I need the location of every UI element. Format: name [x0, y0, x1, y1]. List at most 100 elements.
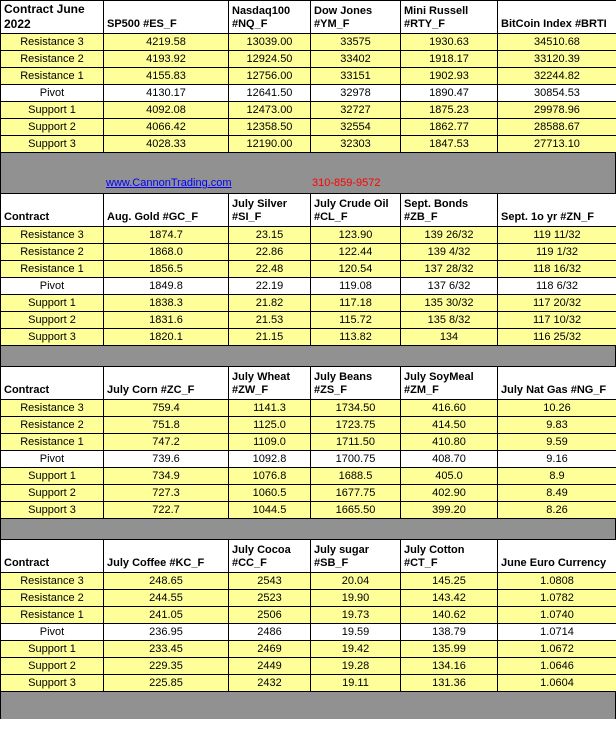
- value-cell: 1711.50: [310, 433, 401, 451]
- value-cell: 1.0782: [497, 589, 616, 607]
- contract-header: July Cotton #CT_F: [400, 539, 498, 573]
- value-cell: 1109.0: [228, 433, 311, 451]
- contract-header: July Crude Oil #CL_F: [310, 193, 401, 227]
- value-cell: 4219.58: [103, 33, 229, 51]
- header-row: Contract July Coffee #KC_F July Cocoa #CC_…: [0, 539, 616, 573]
- value-cell: 21.53: [228, 311, 311, 329]
- value-cell: 414.50: [400, 416, 498, 434]
- value-cell: 34510.68: [497, 33, 616, 51]
- phone-number: 310-859-9572: [312, 177, 381, 189]
- value-cell: 1874.7: [103, 226, 229, 244]
- value-cell: 13039.00: [228, 33, 311, 51]
- table-row: Resistance 2 244.55 2523 19.90 143.42 1.0782: [0, 589, 616, 607]
- row-label: Pivot: [0, 623, 104, 641]
- corner-label: Contract: [0, 539, 104, 573]
- value-cell: 19.42: [310, 640, 401, 658]
- contract-header: Nasdaq100 #NQ_F: [228, 0, 311, 34]
- value-cell: 1677.75: [310, 484, 401, 502]
- table-row: Support 2 727.3 1060.5 1677.75 402.90 8.49: [0, 484, 616, 502]
- table-row: Resistance 1 1856.5 22.48 120.54 137 28/32 11…: [0, 260, 616, 278]
- table-row: Pivot 236.95 2486 19.59 138.79 1.0714: [0, 623, 616, 641]
- value-cell: 12473.00: [228, 101, 311, 119]
- corner-label: Contract June 2022: [0, 0, 104, 34]
- value-cell: 1849.8: [103, 277, 229, 295]
- value-cell: 4130.17: [103, 84, 229, 102]
- table-row: Resistance 3 4219.58 13039.00 33575 1930.63 3…: [0, 33, 616, 51]
- row-label: Support 3: [0, 674, 104, 692]
- value-cell: 117.18: [310, 294, 401, 312]
- value-cell: 248.65: [103, 572, 229, 590]
- value-cell: 28588.67: [497, 118, 616, 136]
- row-label: Support 2: [0, 311, 104, 329]
- value-cell: 22.48: [228, 260, 311, 278]
- value-cell: 739.6: [103, 450, 229, 468]
- table-row: Support 3 722.7 1044.5 1665.50 399.20 8.26: [0, 501, 616, 519]
- value-cell: 1856.5: [103, 260, 229, 278]
- table-row: Pivot 1849.8 22.19 119.08 137 6/32 118 6/32: [0, 277, 616, 295]
- value-cell: 139 26/32: [400, 226, 498, 244]
- table-section-2: Contract Aug. Gold #GC_F July Silver #SI_F…: [0, 193, 616, 346]
- value-cell: 1688.5: [310, 467, 401, 485]
- contract-header: July Coffee #KC_F: [103, 539, 229, 573]
- table-row: Support 2 229.35 2449 19.28 134.16 1.0646: [0, 657, 616, 675]
- value-cell: 22.86: [228, 243, 311, 261]
- value-cell: 12924.50: [228, 50, 311, 68]
- cannon-trading-link[interactable]: www.CannonTrading.com: [106, 177, 232, 189]
- value-cell: 225.85: [103, 674, 229, 692]
- value-cell: 23.15: [228, 226, 311, 244]
- contract-header: July Nat Gas #NG_F: [497, 366, 616, 400]
- value-cell: 134.16: [400, 657, 498, 675]
- contract-header: June Euro Currency: [497, 539, 616, 573]
- value-cell: 118 16/32: [497, 260, 616, 278]
- value-cell: 10.26: [497, 399, 616, 417]
- value-cell: 405.0: [400, 467, 498, 485]
- contract-header: Mini Russell #RTY_F: [400, 0, 498, 34]
- table-row: Support 1 233.45 2469 19.42 135.99 1.0672: [0, 640, 616, 658]
- pivot-table-1: Contract June 2022 SP500 #ES_F Nasdaq100 #…: [0, 0, 616, 153]
- value-cell: 22.19: [228, 277, 311, 295]
- table-row: Support 3 225.85 2432 19.11 131.36 1.0604: [0, 674, 616, 692]
- row-label: Resistance 2: [0, 416, 104, 434]
- corner-label: Contract: [0, 193, 104, 227]
- value-cell: 117 10/32: [497, 311, 616, 329]
- value-cell: 32244.82: [497, 67, 616, 85]
- row-label: Support 2: [0, 118, 104, 136]
- contract-header: July SoyMeal #ZM_F: [400, 366, 498, 400]
- row-label: Support 3: [0, 135, 104, 153]
- value-cell: 236.95: [103, 623, 229, 641]
- separator-band-3: [0, 519, 616, 539]
- contract-header: July Wheat #ZW_F: [228, 366, 311, 400]
- value-cell: 9.16: [497, 450, 616, 468]
- row-label: Pivot: [0, 450, 104, 468]
- value-cell: 137 28/32: [400, 260, 498, 278]
- value-cell: 19.28: [310, 657, 401, 675]
- contract-header: July sugar #SB_F: [310, 539, 401, 573]
- value-cell: 140.62: [400, 606, 498, 624]
- row-label: Support 1: [0, 101, 104, 119]
- value-cell: 12756.00: [228, 67, 311, 85]
- value-cell: 21.15: [228, 328, 311, 346]
- value-cell: 19.73: [310, 606, 401, 624]
- value-cell: 2523: [228, 589, 311, 607]
- value-cell: 229.35: [103, 657, 229, 675]
- value-cell: 4193.92: [103, 50, 229, 68]
- value-cell: 2486: [228, 623, 311, 641]
- value-cell: 32727: [310, 101, 401, 119]
- separator-band-2: [0, 346, 616, 366]
- value-cell: 20.04: [310, 572, 401, 590]
- value-cell: 2449: [228, 657, 311, 675]
- value-cell: 33575: [310, 33, 401, 51]
- value-cell: 135 8/32: [400, 311, 498, 329]
- contract-header: July Corn #ZC_F: [103, 366, 229, 400]
- table-row: Resistance 2 751.8 1125.0 1723.75 414.50 9.83: [0, 416, 616, 434]
- value-cell: 119 11/32: [497, 226, 616, 244]
- value-cell: 1700.75: [310, 450, 401, 468]
- value-cell: 1.0646: [497, 657, 616, 675]
- value-cell: 118 6/32: [497, 277, 616, 295]
- value-cell: 120.54: [310, 260, 401, 278]
- table-row: Support 1 734.9 1076.8 1688.5 405.0 8.9: [0, 467, 616, 485]
- contract-header: July Beans #ZS_F: [310, 366, 401, 400]
- value-cell: 131.36: [400, 674, 498, 692]
- value-cell: 19.11: [310, 674, 401, 692]
